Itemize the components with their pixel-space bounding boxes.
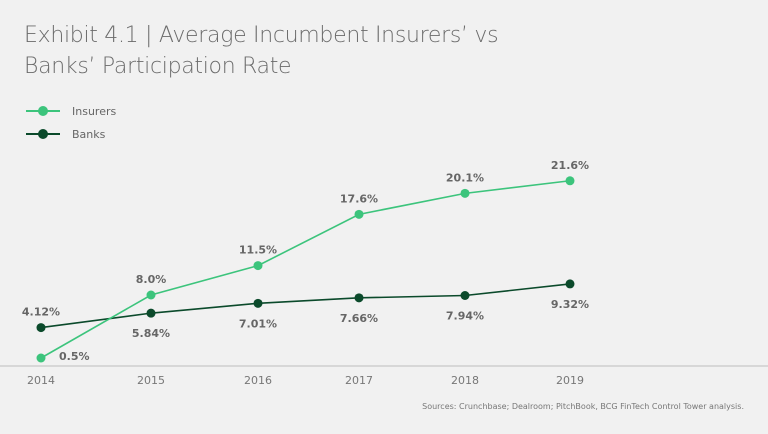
data-point-banks <box>565 279 575 289</box>
data-label-insurers: 8.0% <box>136 273 167 286</box>
data-point-banks <box>354 293 364 303</box>
data-point-banks <box>36 323 46 333</box>
data-label-insurers: 17.6% <box>340 192 378 205</box>
data-point-insurers <box>460 188 470 198</box>
legend-label-banks: Banks <box>72 128 106 141</box>
data-label-banks: 9.32% <box>551 298 589 311</box>
legend-label-insurers: Insurers <box>72 105 116 118</box>
x-tick-label: 2019 <box>556 374 584 387</box>
x-tick-label: 2015 <box>137 374 165 387</box>
data-label-insurers: 11.5% <box>239 244 277 257</box>
data-label-banks: 4.12% <box>22 306 60 319</box>
data-label-banks: 5.84% <box>132 327 170 340</box>
data-label-banks: 7.01% <box>239 317 277 330</box>
x-tick-label: 2017 <box>345 374 373 387</box>
data-label-insurers: 21.6% <box>551 159 589 172</box>
chart-title: Exhibit 4.1 | Average Incumbent Insurers… <box>24 23 499 79</box>
data-label-insurers: 0.5% <box>59 350 90 363</box>
data-label-banks: 7.66% <box>340 312 378 325</box>
data-point-insurers <box>146 290 156 300</box>
legend-marker-banks <box>38 129 48 139</box>
data-point-insurers <box>565 176 575 186</box>
source-note: Sources: Crunchbase; Dealroom; PitchBook… <box>422 402 744 411</box>
series-line-banks <box>40 283 571 329</box>
data-point-banks <box>146 308 156 318</box>
data-point-insurers <box>354 209 364 219</box>
x-tick-label: 2018 <box>451 374 479 387</box>
data-point-banks <box>253 298 263 308</box>
legend-marker-insurers <box>38 106 48 116</box>
data-label-insurers: 20.1% <box>446 171 484 184</box>
data-label-banks: 7.94% <box>446 310 484 323</box>
data-point-insurers <box>253 261 263 271</box>
series-line-insurers <box>40 179 571 359</box>
x-tick-label: 2014 <box>27 374 55 387</box>
data-point-banks <box>460 291 470 301</box>
x-tick-label: 2016 <box>244 374 272 387</box>
data-point-insurers <box>36 353 46 363</box>
